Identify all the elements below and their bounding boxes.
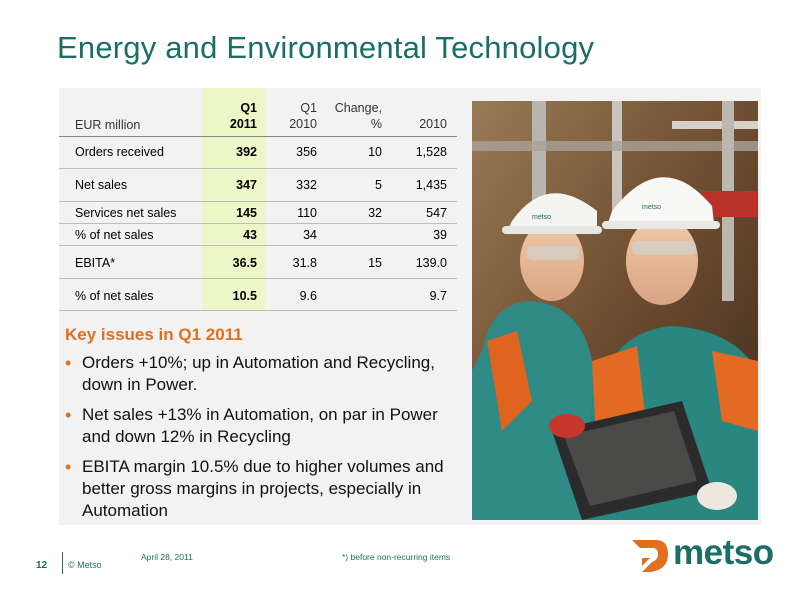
cell-change: 32 <box>368 206 382 220</box>
engineers-photo: metso metso <box>472 101 758 520</box>
row-rule <box>59 168 457 169</box>
cell-q1-2011: 347 <box>236 178 257 192</box>
header-2010: 2010 <box>419 117 447 131</box>
row-label: Net sales <box>75 178 128 192</box>
bullet-icon: • <box>65 457 72 477</box>
cell-q1-2011: 36.5 <box>232 256 257 270</box>
cell-2010: 139.0 <box>415 256 447 270</box>
header-q1-2010-line1: Q1 <box>300 101 317 115</box>
row-label: % of net sales <box>75 228 154 242</box>
row-label: Services net sales <box>75 206 177 220</box>
bullet-icon: • <box>65 405 72 425</box>
metso-logo-text: metso <box>673 533 774 572</box>
header-change-line1: Change, <box>334 101 382 115</box>
cell-q1-2010: 9.6 <box>299 289 317 303</box>
cell-change: 10 <box>368 145 382 159</box>
header-q1-2011-line2: 2011 <box>229 117 257 131</box>
table-header: EUR million Q1 2011 Q1 2010 Change, % 20… <box>59 95 457 135</box>
q1-2011-highlight-column <box>202 88 265 310</box>
slide-title: Energy and Environmental Technology <box>57 30 595 65</box>
metso-logo-icon <box>632 540 668 572</box>
cell-2010: 1,528 <box>415 145 447 159</box>
row-rule <box>59 278 457 279</box>
list-item: • Orders +10%; up in Automation and Recy… <box>65 352 465 396</box>
header-q1-2010-line2: 2010 <box>289 117 317 131</box>
key-issues-title: Key issues in Q1 2011 <box>65 325 243 344</box>
cell-q1-2011: 145 <box>236 206 257 220</box>
row-label: % of net sales <box>75 289 154 303</box>
bullet-text: Orders +10%; up in Automation and Recycl… <box>82 353 435 394</box>
row-label: EBITA* <box>75 256 116 270</box>
row-rule <box>59 245 457 246</box>
header-eur-million: EUR million <box>75 118 141 132</box>
row-rule <box>59 310 457 311</box>
cell-q1-2010: 356 <box>296 145 317 159</box>
cell-2010: 39 <box>433 228 447 242</box>
cell-2010: 547 <box>426 206 447 220</box>
bullet-icon: • <box>65 353 72 373</box>
cell-q1-2011: 43 <box>243 228 257 242</box>
key-issues-list: • Orders +10%; up in Automation and Recy… <box>65 352 465 530</box>
cell-2010: 1,435 <box>415 178 447 192</box>
row-label: Orders received <box>75 145 164 159</box>
cell-change: 5 <box>375 178 382 192</box>
bullet-text: EBITA margin 10.5% due to higher volumes… <box>82 457 444 520</box>
footnote: *) before non-recurring items <box>342 552 451 562</box>
list-item: • Net sales +13% in Automation, on par i… <box>65 404 465 448</box>
helmet-logo-text: metso <box>532 214 551 221</box>
cell-q1-2011: 392 <box>236 145 257 159</box>
footer-divider <box>62 552 63 574</box>
row-rule <box>59 201 457 202</box>
cell-q1-2010: 31.8 <box>292 256 317 270</box>
cell-q1-2010: 110 <box>297 206 317 220</box>
header-change-line2: % <box>370 117 382 131</box>
copyright: © Metso <box>68 560 102 570</box>
cell-q1-2011: 10.5 <box>232 289 257 303</box>
cell-2010: 9.7 <box>429 289 447 303</box>
cell-q1-2010: 34 <box>303 228 317 242</box>
page-number: 12 <box>36 560 48 571</box>
helmet-logo-text: metso <box>642 204 661 211</box>
list-item: • EBITA margin 10.5% due to higher volum… <box>65 456 465 522</box>
row-rule <box>59 223 457 224</box>
cell-q1-2010: 332 <box>296 178 317 192</box>
presentation-date: April 28, 2011 <box>141 552 193 562</box>
header-q1-2011-line1: Q1 <box>240 101 257 115</box>
header-rule <box>59 136 457 137</box>
bullet-text: Net sales +13% in Automation, on par in … <box>82 405 438 446</box>
cell-change: 15 <box>368 256 382 270</box>
